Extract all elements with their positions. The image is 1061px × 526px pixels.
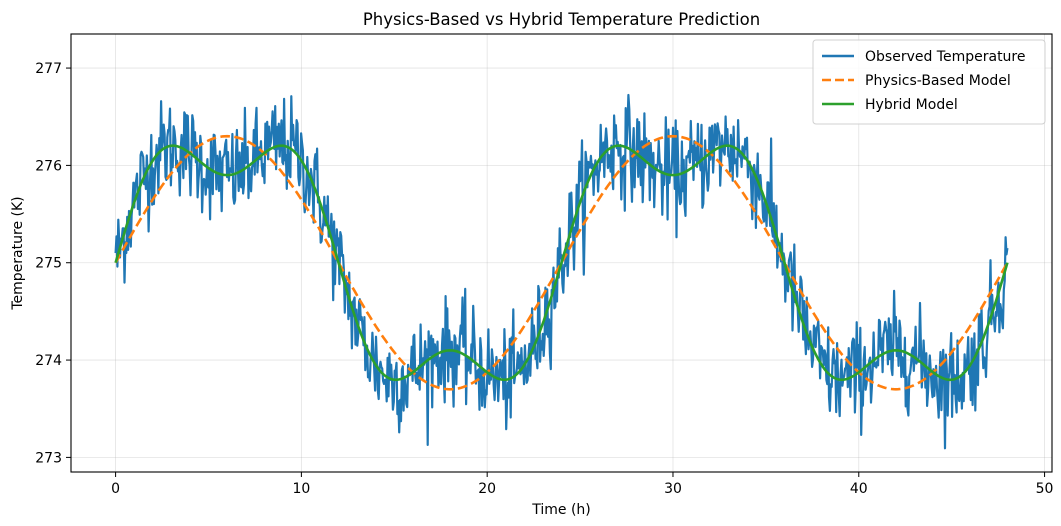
y-tick-label: 277 xyxy=(35,61,62,77)
plot-frame xyxy=(70,33,1053,473)
series-observed-temperature xyxy=(114,93,1009,450)
legend-label: Observed Temperature xyxy=(865,49,1026,65)
series-layer xyxy=(114,93,1009,450)
x-tick-label: 50 xyxy=(1036,481,1054,497)
chart-title: Physics-Based vs Hybrid Temperature Pred… xyxy=(363,10,760,29)
y-tick-label: 276 xyxy=(35,158,62,174)
x-tick-label: 30 xyxy=(664,481,682,497)
series-hybrid-model xyxy=(114,144,1009,382)
y-tick-label: 274 xyxy=(35,353,62,369)
y-tick-label: 273 xyxy=(35,450,62,466)
y-axis-title: Temperature (K) xyxy=(10,196,26,310)
legend-box xyxy=(812,39,1046,125)
x-tick-label: 40 xyxy=(850,481,868,497)
x-axis-title: Time (h) xyxy=(531,502,591,518)
x-tick-label: 10 xyxy=(292,481,310,497)
legend-label: Physics-Based Model xyxy=(865,73,1011,89)
ticks: 0 10 20 30 40 50 273 274 275 276 277 xyxy=(35,61,1053,497)
legend: Observed Temperature Physics-Based Model H… xyxy=(812,39,1046,125)
y-tick-label: 275 xyxy=(35,256,62,272)
legend-label: Hybrid Model xyxy=(865,97,958,113)
x-tick-label: 20 xyxy=(478,481,496,497)
x-tick-label: 0 xyxy=(111,481,120,497)
